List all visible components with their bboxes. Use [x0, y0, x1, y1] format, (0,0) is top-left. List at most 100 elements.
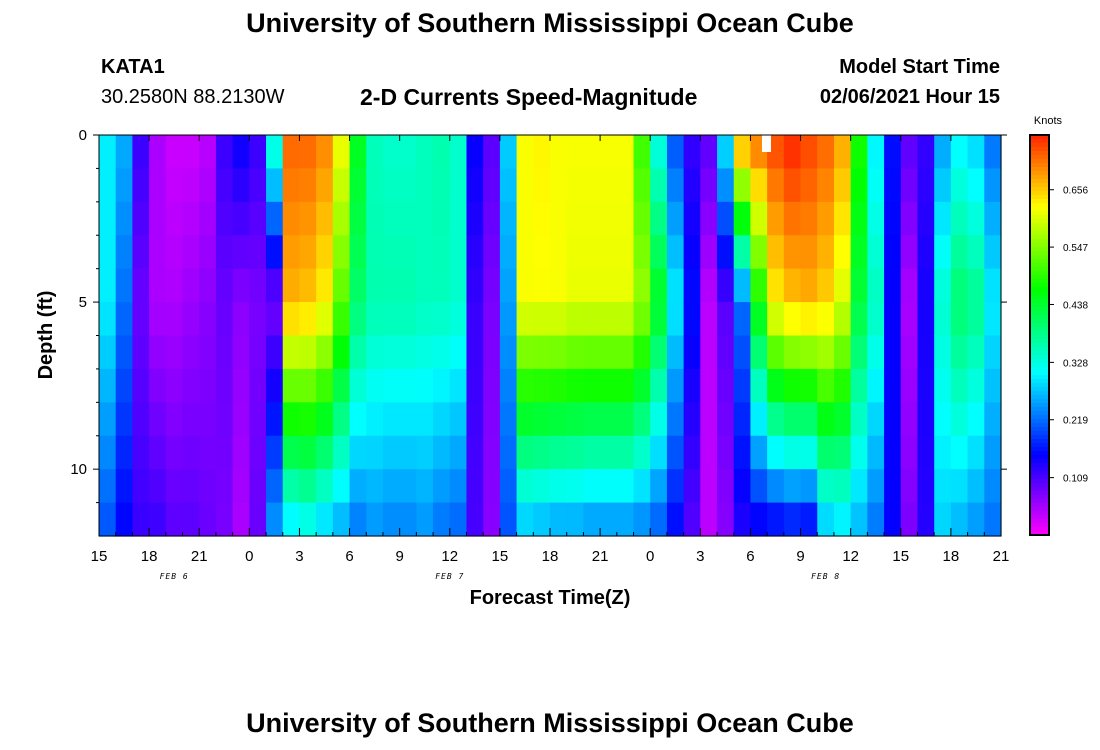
heatmap-cell [917, 502, 935, 537]
heatmap-cell [900, 335, 919, 370]
heatmap-cell [266, 368, 284, 403]
heatmap-cell [99, 268, 117, 303]
heatmap-cell [566, 201, 584, 236]
heatmap-cell [382, 201, 401, 236]
heatmap-cell [399, 302, 417, 337]
heatmap-cell [149, 502, 167, 537]
colorbar-segment [1030, 423, 1049, 428]
heatmap-cell [466, 302, 484, 337]
heatmap-cell [900, 435, 919, 470]
heatmap-cell [717, 469, 735, 504]
heatmap-cell [299, 402, 317, 437]
heatmap-cell [984, 168, 1002, 203]
heatmap-cell [984, 335, 1002, 370]
heatmap-cell [199, 502, 217, 537]
heatmap-cell [499, 135, 518, 170]
heatmap-cell [583, 435, 601, 470]
heatmap-cell [833, 502, 852, 537]
heatmap-cell [867, 168, 885, 203]
heatmap-cell [399, 502, 417, 537]
heatmap-cell [817, 302, 835, 337]
colorbar-segment [1030, 403, 1049, 408]
heatmap-cell [666, 435, 685, 470]
heatmap-cell [583, 268, 601, 303]
heatmap-cell [299, 469, 317, 504]
heatmap-cell [99, 201, 117, 236]
colorbar-segment [1030, 227, 1049, 232]
heatmap-cell [266, 469, 284, 504]
heatmap-cell [466, 469, 484, 504]
heatmap-cell [115, 335, 133, 370]
heatmap-cell [733, 435, 752, 470]
x-tick-label: 0 [245, 548, 253, 565]
heatmap-cell [266, 435, 284, 470]
heatmap-cell [800, 268, 818, 303]
heatmap-cell [717, 435, 735, 470]
heatmap-cell [282, 335, 301, 370]
colorbar-segment [1030, 183, 1049, 188]
heatmap-cell [316, 268, 334, 303]
heatmap-cell [600, 402, 618, 437]
heatmap-cell [132, 168, 150, 203]
colorbar-segment [1030, 239, 1049, 244]
heatmap-cell [416, 435, 434, 470]
heatmap-cell [516, 135, 534, 170]
heatmap-cell [767, 335, 785, 370]
heatmap-cell [616, 235, 635, 270]
heatmap-cell [449, 368, 468, 403]
heatmap-cell [182, 502, 200, 537]
heatmap-cell [767, 368, 785, 403]
heatmap-cell [717, 502, 735, 537]
heatmap-cell [249, 402, 267, 437]
heatmap-cell [817, 235, 835, 270]
heatmap-cell [232, 168, 250, 203]
heatmap-cell [449, 435, 468, 470]
heatmap-cell [817, 168, 835, 203]
x-tick-label: 9 [796, 548, 804, 565]
heatmap-cell [416, 302, 434, 337]
heatmap-cell [583, 469, 601, 504]
heatmap-cell [717, 268, 735, 303]
heatmap-cell [215, 168, 234, 203]
heatmap-cell [833, 135, 852, 170]
heatmap-cell [249, 368, 267, 403]
heatmap-cell [767, 268, 785, 303]
heatmap-cell [700, 135, 718, 170]
heatmap-cell [666, 302, 685, 337]
heatmap-cell [833, 268, 852, 303]
heatmap-cell [700, 435, 718, 470]
x-tick-label: 21 [993, 548, 1010, 565]
heatmap-cell [633, 268, 651, 303]
colorbar-segment [1030, 199, 1049, 204]
data-gap-marker [762, 135, 771, 152]
page-title: University of Southern Mississippi Ocean… [246, 8, 854, 38]
heatmap-cell [566, 469, 584, 504]
heatmap-cell [566, 268, 584, 303]
colorbar-segment [1030, 187, 1049, 192]
heatmap-cell [382, 168, 401, 203]
heatmap-cell [483, 469, 501, 504]
heatmap-cell [783, 302, 802, 337]
date-label: FEB 7 [435, 572, 464, 581]
heatmap-cell [349, 469, 367, 504]
heatmap-cell [800, 168, 818, 203]
colorbar-segment [1030, 179, 1049, 184]
colorbar-segment [1030, 299, 1049, 304]
heatmap-cell [750, 502, 768, 537]
heatmap-cell [717, 235, 735, 270]
heatmap-cell [900, 168, 919, 203]
heatmap-cell [433, 435, 451, 470]
x-tick-label: 18 [943, 548, 960, 565]
heatmap-cell [566, 435, 584, 470]
heatmap-cell [149, 235, 167, 270]
heatmap-cell [416, 168, 434, 203]
heatmap-cell [700, 201, 718, 236]
heatmap-cell [182, 135, 200, 170]
heatmap-cell [967, 435, 985, 470]
heatmap-cell [149, 135, 167, 170]
heatmap-cell [433, 302, 451, 337]
heatmap-cell [550, 168, 568, 203]
heatmap-cell [499, 435, 518, 470]
heatmap-cell [884, 335, 902, 370]
heatmap-cell [115, 402, 133, 437]
